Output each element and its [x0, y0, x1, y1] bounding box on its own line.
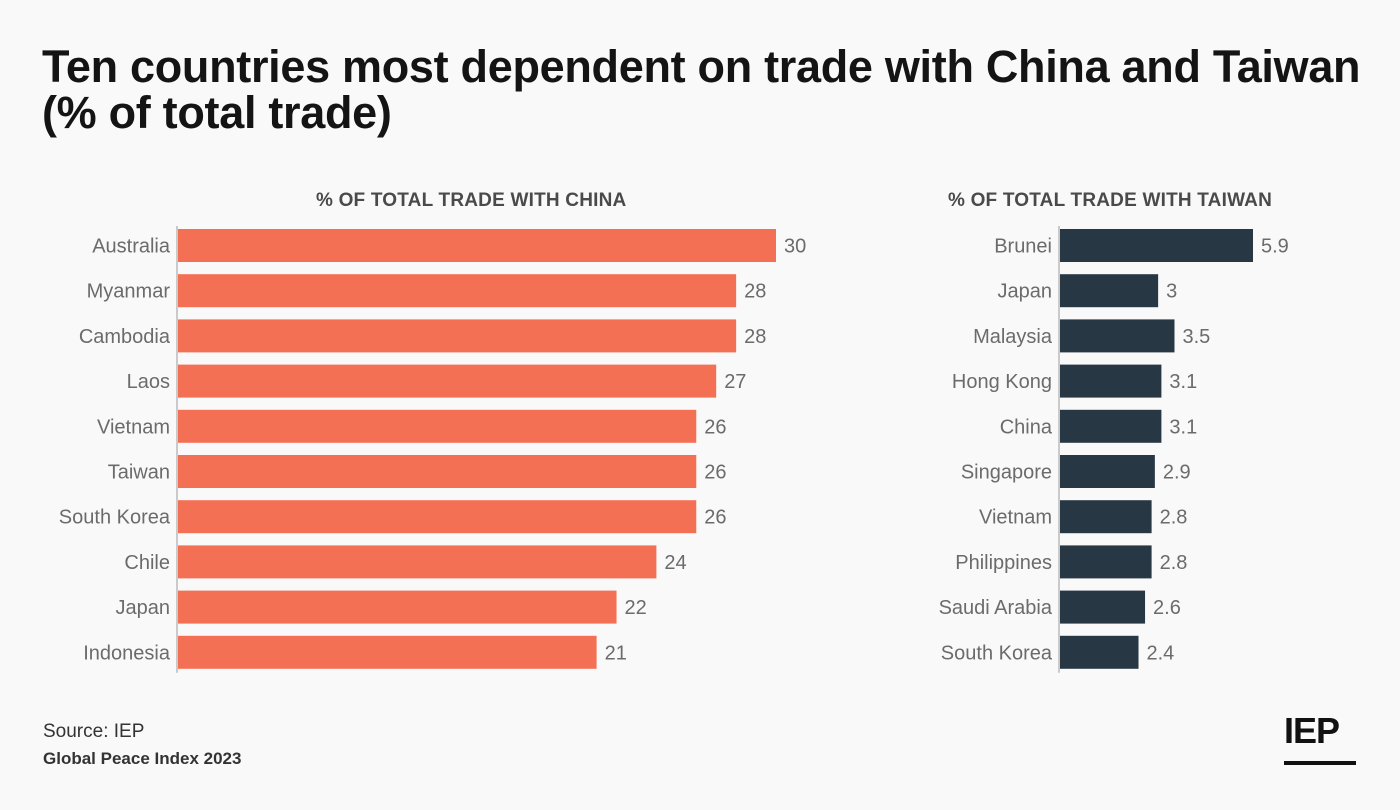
- china-category-label: Myanmar: [87, 281, 171, 303]
- taiwan-value-label: 3.1: [1169, 371, 1197, 393]
- china-value-label: 21: [605, 642, 627, 664]
- china-bar: [178, 409, 697, 443]
- taiwan-bar: [1060, 274, 1159, 308]
- china-category-label: Cambodia: [79, 326, 171, 348]
- taiwan-category-label: China: [1000, 416, 1053, 438]
- china-value-label: 28: [744, 326, 766, 348]
- china-panel-title: % OF TOTAL TRADE WITH CHINA: [316, 190, 627, 211]
- logo-text: IEP: [1284, 710, 1340, 751]
- taiwan-category-label: Singapore: [961, 462, 1052, 484]
- china-category-label: Indonesia: [83, 642, 171, 664]
- taiwan-value-label: 2.8: [1160, 552, 1188, 574]
- china-bar: [178, 545, 657, 579]
- china-bar: [178, 635, 597, 669]
- taiwan-bar: [1060, 455, 1155, 488]
- taiwan-bar: [1060, 229, 1253, 262]
- china-bar: [178, 500, 697, 534]
- china-value-label: 28: [744, 281, 766, 303]
- china-bar: [178, 590, 617, 624]
- china-category-label: South Korea: [59, 507, 171, 529]
- taiwan-category-label: South Korea: [941, 642, 1053, 664]
- taiwan-value-label: 3: [1166, 281, 1177, 303]
- taiwan-bar: [1060, 500, 1152, 534]
- taiwan-category-label: Japan: [998, 281, 1053, 303]
- taiwan-category-label: Malaysia: [973, 326, 1053, 348]
- china-bar: [178, 229, 776, 262]
- china-category-label: Japan: [116, 597, 171, 619]
- taiwan-value-label: 3.1: [1169, 416, 1197, 438]
- china-bar: [178, 455, 697, 488]
- taiwan-value-label: 3.5: [1182, 326, 1210, 348]
- taiwan-bar: [1060, 409, 1162, 443]
- china-value-label: 26: [704, 507, 726, 529]
- china-bar: [178, 319, 737, 353]
- taiwan-bar: [1060, 364, 1162, 398]
- taiwan-category-label: Vietnam: [979, 507, 1052, 529]
- taiwan-category-label: Brunei: [994, 236, 1052, 258]
- taiwan-category-label: Hong Kong: [952, 371, 1052, 393]
- china-value-label: 22: [625, 597, 647, 619]
- taiwan-value-label: 2.8: [1160, 507, 1188, 529]
- china-value-label: 26: [704, 462, 726, 484]
- source-note: Source: IEP: [43, 721, 145, 742]
- china-bar: [178, 364, 717, 398]
- china-category-label: Laos: [127, 371, 170, 393]
- china-category-label: Taiwan: [108, 462, 170, 484]
- publication-note: Global Peace Index 2023: [43, 749, 242, 768]
- taiwan-bar: [1060, 545, 1152, 579]
- taiwan-value-label: 2.6: [1153, 597, 1181, 619]
- taiwan-category-label: Saudi Arabia: [939, 597, 1053, 619]
- china-value-label: 26: [704, 416, 726, 438]
- logo-underline: [1284, 761, 1356, 765]
- taiwan-bar: [1060, 319, 1175, 353]
- chart-title: Ten countries most dependent on trade wi…: [42, 41, 1361, 138]
- iep-logo: IEP: [1284, 711, 1356, 767]
- taiwan-category-label: Philippines: [955, 552, 1052, 574]
- taiwan-panel-title: % OF TOTAL TRADE WITH TAIWAN: [948, 190, 1272, 211]
- taiwan-value-label: 2.4: [1147, 642, 1175, 664]
- taiwan-value-label: 2.9: [1163, 462, 1191, 484]
- taiwan-bar: [1060, 635, 1139, 669]
- china-value-label: 30: [784, 236, 806, 258]
- china-value-label: 27: [724, 371, 746, 393]
- china-bar: [178, 274, 737, 308]
- china-category-label: Vietnam: [97, 416, 170, 438]
- taiwan-bar: [1060, 590, 1146, 624]
- china-category-label: Australia: [92, 236, 171, 258]
- china-category-label: Chile: [124, 552, 170, 574]
- china-value-label: 24: [664, 552, 686, 574]
- taiwan-value-label: 5.9: [1261, 236, 1289, 258]
- bar-charts: Australia 30 Myanmar 28 Cambodia 28 Laos 27 Viet…: [59, 226, 1289, 673]
